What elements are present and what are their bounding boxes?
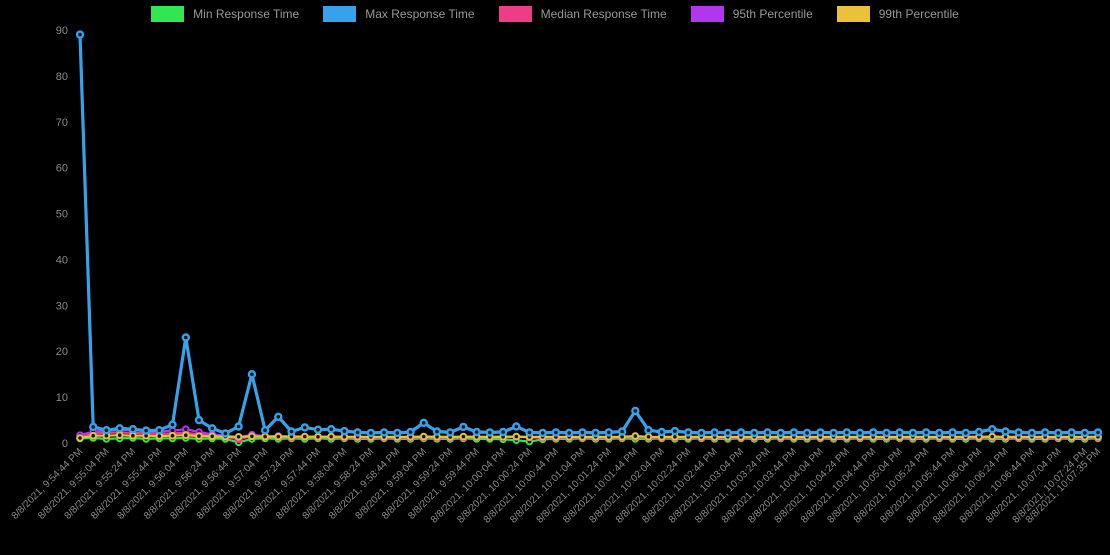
svg-text:10: 10	[56, 392, 68, 404]
min-response-time-swatch-icon	[151, 6, 185, 22]
95th-percentile-swatch-icon	[690, 6, 724, 22]
legend-label: Median Response Time	[540, 7, 667, 21]
legend-label: 99th Percentile	[878, 7, 959, 21]
svg-text:60: 60	[56, 163, 68, 175]
series-max-response-time	[75, 30, 1103, 438]
legend-item-95th-percentile[interactable]: 95th Percentile	[690, 6, 813, 22]
legend-label: 95th Percentile	[732, 7, 813, 21]
y-axis-labels: 0 10 20 30 40 50 60 70 80 90	[56, 25, 68, 450]
legend-label: Max Response Time	[365, 7, 475, 21]
svg-text:80: 80	[56, 71, 68, 83]
legend-item-median-response-time[interactable]: Median Response Time	[498, 6, 667, 22]
svg-text:70: 70	[56, 117, 68, 129]
legend-item-min-response-time[interactable]: Min Response Time	[151, 6, 299, 22]
svg-text:40: 40	[56, 254, 68, 266]
svg-text:8/8/2021, 10:07:35 PM: 8/8/2021, 10:07:35 PM	[1024, 446, 1103, 525]
max-response-time-swatch-icon	[323, 6, 357, 22]
chart-legend: Min Response Time Max Response Time Medi…	[0, 6, 1110, 22]
median-response-time-swatch-icon	[498, 6, 532, 22]
legend-item-99th-percentile[interactable]: 99th Percentile	[836, 6, 959, 22]
legend-item-max-response-time[interactable]: Max Response Time	[323, 6, 475, 22]
x-axis-labels: 8/8/2021, 9:54:44 PM8/8/2021, 9:55:04 PM…	[10, 446, 1103, 525]
svg-text:30: 30	[56, 300, 68, 312]
svg-text:90: 90	[56, 25, 68, 37]
99th-percentile-swatch-icon	[836, 6, 870, 22]
svg-text:0: 0	[62, 438, 68, 450]
legend-label: Min Response Time	[193, 7, 300, 21]
svg-text:50: 50	[56, 209, 68, 221]
svg-text:20: 20	[56, 346, 68, 358]
